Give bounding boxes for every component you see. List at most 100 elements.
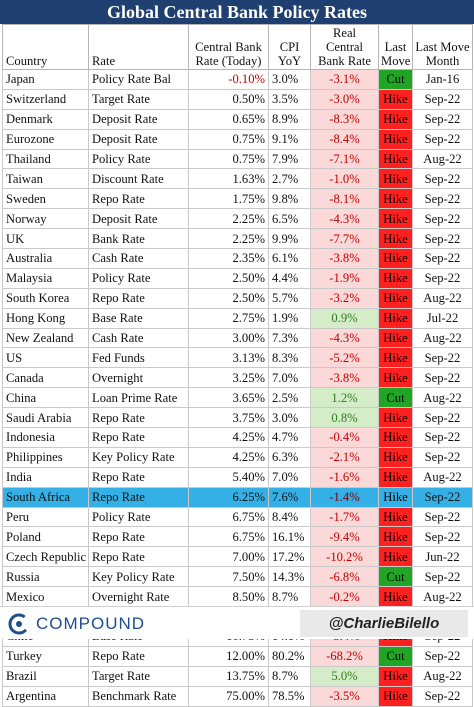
cell-central-rate: 7.50% <box>188 566 269 588</box>
cell-last-move: Hike <box>378 108 413 130</box>
cell-rate-name: Cash Rate <box>88 248 189 269</box>
cell-country: Norway <box>2 208 89 230</box>
cell-rate-name: Policy Rate <box>88 267 189 289</box>
cell-country: South Africa <box>2 486 89 508</box>
cell-rate-name: Repo Rate <box>88 188 189 210</box>
cell-rate-name: Repo Rate <box>88 427 189 448</box>
table-row: Sweden Repo Rate 1.75% 9.8% -8.1% Hike Sep-22 <box>2 188 473 210</box>
table-row: Saudi Arabia Repo Rate 3.75% 3.0% 0.8% Hike Se… <box>2 407 473 429</box>
cell-rate-name: Base Rate <box>88 307 189 329</box>
cell-real-rate: -3.8% <box>310 248 379 269</box>
cell-rate-name: Deposit Rate <box>88 108 189 130</box>
cell-central-rate: 6.25% <box>188 486 269 508</box>
cell-cpi: 4.7% <box>268 427 311 448</box>
cell-country: Australia <box>2 248 89 269</box>
cell-cpi: 2.5% <box>268 387 311 409</box>
cell-last-move: Hike <box>378 267 413 289</box>
cell-rate-name: Overnight <box>88 367 189 389</box>
table-row: Poland Repo Rate 6.75% 16.1% -9.4% Hike Sep-22 <box>2 526 473 548</box>
cell-last-move-month: Jun-22 <box>412 546 473 568</box>
cell-real-rate: 1.2% <box>310 387 379 409</box>
cell-rate-name: Deposit Rate <box>88 208 189 230</box>
cell-cpi: 7.9% <box>268 148 311 170</box>
header-row: Country Rate Central Bank Rate (Today) C… <box>2 24 473 70</box>
cell-real-rate: 0.8% <box>310 407 379 429</box>
table-row: US Fed Funds 3.13% 8.3% -5.2% Hike Sep-22 <box>2 347 473 369</box>
table-row: Russia Key Policy Rate 7.50% 14.3% -6.8% Cut S… <box>2 566 473 588</box>
cell-rate-name: Cash Rate <box>88 327 189 349</box>
table-row: Mexico Overnight Rate 8.50% 8.7% -0.2% Hike Au… <box>2 586 473 608</box>
cell-cpi: 6.3% <box>268 446 311 468</box>
cell-last-move: Hike <box>378 248 413 269</box>
cell-last-move-month: Sep-22 <box>412 486 473 508</box>
cell-last-move: Hike <box>378 586 413 608</box>
cell-central-rate: 0.65% <box>188 108 269 130</box>
cell-last-move: Hike <box>378 446 413 468</box>
cell-central-rate: 2.75% <box>188 307 269 329</box>
cell-rate-name: Loan Prime Rate <box>88 387 189 409</box>
cell-cpi: 80.2% <box>268 645 311 667</box>
cell-real-rate: -1.4% <box>310 486 379 508</box>
cell-rate-name: Repo Rate <box>88 526 189 548</box>
cell-last-move: Cut <box>378 69 413 90</box>
cell-central-rate: 2.35% <box>188 248 269 269</box>
cell-cpi: 5.7% <box>268 287 311 309</box>
cell-rate-name: Policy Rate <box>88 148 189 170</box>
cell-rate-name: Discount Rate <box>88 168 189 190</box>
cell-real-rate: -3.8% <box>310 367 379 389</box>
table-row: Thailand Policy Rate 0.75% 7.9% -7.1% Hike Aug… <box>2 148 473 170</box>
cell-cpi: 9.1% <box>268 128 311 150</box>
table-row: Argentina Benchmark Rate 75.00% 78.5% -3.5% H… <box>2 685 473 707</box>
cell-rate-name: Repo Rate <box>88 645 189 667</box>
cell-rate-name: Repo Rate <box>88 287 189 309</box>
cell-country: Indonesia <box>2 427 89 448</box>
cell-real-rate: -1.6% <box>310 466 379 488</box>
table-row: Switzerland Target Rate 0.50% 3.5% -3.0% Hike… <box>2 88 473 110</box>
cell-last-move: Cut <box>378 645 413 667</box>
cell-cpi: 16.1% <box>268 526 311 548</box>
cell-central-rate: 4.25% <box>188 446 269 468</box>
table-row: Hong Kong Base Rate 2.75% 1.9% 0.9% Hike Jul-2… <box>2 307 473 329</box>
cell-central-rate: 2.50% <box>188 267 269 289</box>
cell-last-move-month: Jul-22 <box>412 307 473 329</box>
header-central-rate: Central Bank Rate (Today) <box>188 24 269 70</box>
cell-country: Czech Republic <box>2 546 89 568</box>
cell-country: Denmark <box>2 108 89 130</box>
cell-cpi: 8.4% <box>268 506 311 528</box>
cell-last-move-month: Sep-22 <box>412 407 473 429</box>
cell-central-rate: 3.65% <box>188 387 269 409</box>
cell-last-move: Hike <box>378 685 413 707</box>
table-row: Canada Overnight 3.25% 7.0% -3.8% Hike Sep-22 <box>2 367 473 389</box>
cell-cpi: 7.0% <box>268 466 311 488</box>
cell-central-rate: 2.50% <box>188 287 269 309</box>
cell-country: China <box>2 387 89 409</box>
table-row: Denmark Deposit Rate 0.65% 8.9% -8.3% Hike Sep… <box>2 108 473 130</box>
cell-rate-name: Target Rate <box>88 665 189 687</box>
table-title: Global Central Bank Policy Rates <box>0 0 474 24</box>
cell-real-rate: -4.3% <box>310 327 379 349</box>
cell-last-move-month: Sep-22 <box>412 367 473 389</box>
cell-real-rate: -1.7% <box>310 506 379 528</box>
cell-rate-name: Key Policy Rate <box>88 566 189 588</box>
table-row: Taiwan Discount Rate 1.63% 2.7% -1.0% Hike Sep… <box>2 168 473 190</box>
cell-real-rate: -1.9% <box>310 267 379 289</box>
cell-cpi: 9.8% <box>268 188 311 210</box>
cell-central-rate: 6.75% <box>188 506 269 528</box>
cell-rate-name: Key Policy Rate <box>88 446 189 468</box>
cell-last-move: Hike <box>378 466 413 488</box>
cell-cpi: 9.9% <box>268 228 311 250</box>
table-row: China Loan Prime Rate 3.65% 2.5% 1.2% Cut Aug-… <box>2 387 473 409</box>
cell-last-move-month: Sep-22 <box>412 188 473 210</box>
cell-last-move: Hike <box>378 407 413 429</box>
cell-central-rate: 1.63% <box>188 168 269 190</box>
cell-central-rate: 1.75% <box>188 188 269 210</box>
cell-cpi: 6.5% <box>268 208 311 230</box>
table-row: New Zealand Cash Rate 3.00% 7.3% -4.3% Hike Au… <box>2 327 473 349</box>
cell-country: Argentina <box>2 685 89 707</box>
table-row: South Africa Repo Rate 6.25% 7.6% -1.4% Hike S… <box>2 486 473 508</box>
cell-rate-name: Bank Rate <box>88 228 189 250</box>
cell-real-rate: -3.1% <box>310 69 379 90</box>
cell-central-rate: 3.25% <box>188 367 269 389</box>
cell-central-rate: 2.25% <box>188 228 269 250</box>
table-row: Turkey Repo Rate 12.00% 80.2% -68.2% Cut Sep-2… <box>2 645 473 667</box>
